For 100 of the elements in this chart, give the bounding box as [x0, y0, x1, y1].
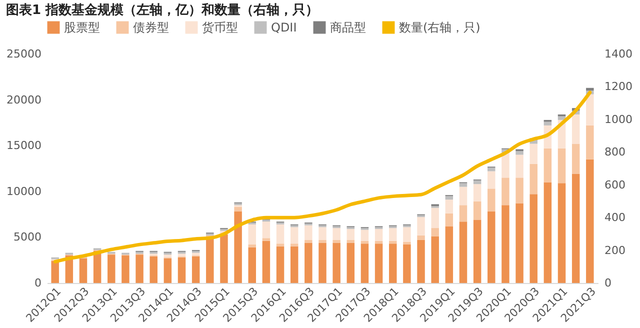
bar [572, 144, 580, 174]
bar [206, 236, 214, 283]
bar [459, 186, 468, 206]
bar [276, 224, 284, 244]
chart-title: 图表1 指数基金规模（左轴，亿）和数量（右轴，只） [6, 2, 319, 18]
bar [431, 208, 439, 228]
bar [488, 188, 496, 212]
legend-label: 债券型 [133, 20, 169, 35]
bar [136, 254, 144, 283]
bar [220, 234, 228, 283]
bar [403, 227, 411, 242]
bar [544, 148, 552, 182]
bar [332, 240, 340, 243]
y2-tick-label: 1200 [604, 80, 632, 94]
bar [290, 246, 298, 283]
bar [290, 227, 298, 244]
bar [248, 224, 256, 245]
bar [276, 246, 284, 283]
bar [488, 212, 496, 283]
bar [108, 254, 116, 283]
bar [516, 178, 524, 204]
bar [346, 228, 355, 240]
bar [473, 220, 482, 283]
bar [304, 240, 312, 243]
y2-tick-label: 600 [604, 178, 626, 192]
bar [150, 256, 158, 283]
bar [178, 257, 186, 283]
bar [262, 240, 270, 283]
bar [586, 88, 594, 91]
bar [431, 236, 439, 283]
bar [473, 180, 482, 184]
bar [262, 238, 270, 241]
bar [417, 240, 425, 283]
bar [445, 196, 454, 200]
bar [488, 171, 496, 189]
bar [586, 94, 594, 126]
bar [417, 217, 425, 236]
legend-label: 商品型 [330, 20, 366, 35]
bar [502, 152, 510, 178]
bar [502, 178, 510, 206]
bar [276, 244, 284, 246]
bar [79, 258, 88, 283]
bar [530, 194, 538, 283]
bar [304, 225, 312, 240]
bar [445, 200, 454, 214]
bar [445, 226, 454, 283]
bar [516, 151, 524, 155]
bar [530, 144, 538, 164]
bar [558, 183, 566, 283]
bar [459, 205, 468, 222]
bar [164, 254, 172, 258]
bar [488, 168, 496, 172]
y2-tick-label: 200 [604, 244, 626, 257]
bar [360, 244, 369, 283]
bar [417, 235, 425, 240]
y2-tick-label: 0 [604, 276, 612, 290]
bar [403, 242, 411, 245]
bar [558, 148, 566, 184]
bar [530, 164, 538, 194]
bar [389, 244, 397, 283]
bar [332, 242, 340, 283]
bar [318, 227, 326, 240]
bar [431, 228, 439, 236]
bar [544, 182, 552, 283]
bar [459, 222, 468, 283]
bar [192, 256, 200, 283]
bar [234, 206, 242, 212]
bar [572, 174, 580, 283]
y-tick-label: 5000 [14, 230, 42, 244]
y-tick-label: 10000 [6, 184, 42, 198]
bar [374, 244, 383, 283]
bar [304, 242, 312, 283]
bar [51, 261, 59, 283]
bar [586, 159, 594, 283]
y-tick-label: 20000 [6, 93, 42, 106]
bar [248, 244, 256, 248]
bar [234, 212, 242, 283]
bar [572, 114, 580, 144]
bar [403, 244, 411, 283]
legend-label: 数量(右轴，只) [399, 20, 480, 35]
bar [473, 201, 482, 220]
y2-tick-label: 1000 [604, 112, 632, 126]
bar [473, 184, 482, 202]
bar [516, 154, 524, 178]
y2-tick-label: 800 [604, 146, 626, 159]
bar [318, 240, 326, 243]
y2-tick-label: 1400 [604, 48, 632, 60]
y-tick-label: 15000 [6, 139, 42, 152]
bar [502, 205, 510, 283]
y-tick-label: 25000 [6, 48, 42, 60]
bar [248, 247, 256, 283]
bar [262, 222, 270, 238]
legend-label: 股票型 [64, 20, 100, 35]
bar [374, 228, 383, 241]
legend-label: QDII [271, 20, 297, 35]
y-tick-label: 0 [34, 276, 42, 290]
bar [445, 213, 454, 226]
bar [544, 122, 552, 126]
bar [122, 256, 130, 283]
bar [318, 242, 326, 283]
